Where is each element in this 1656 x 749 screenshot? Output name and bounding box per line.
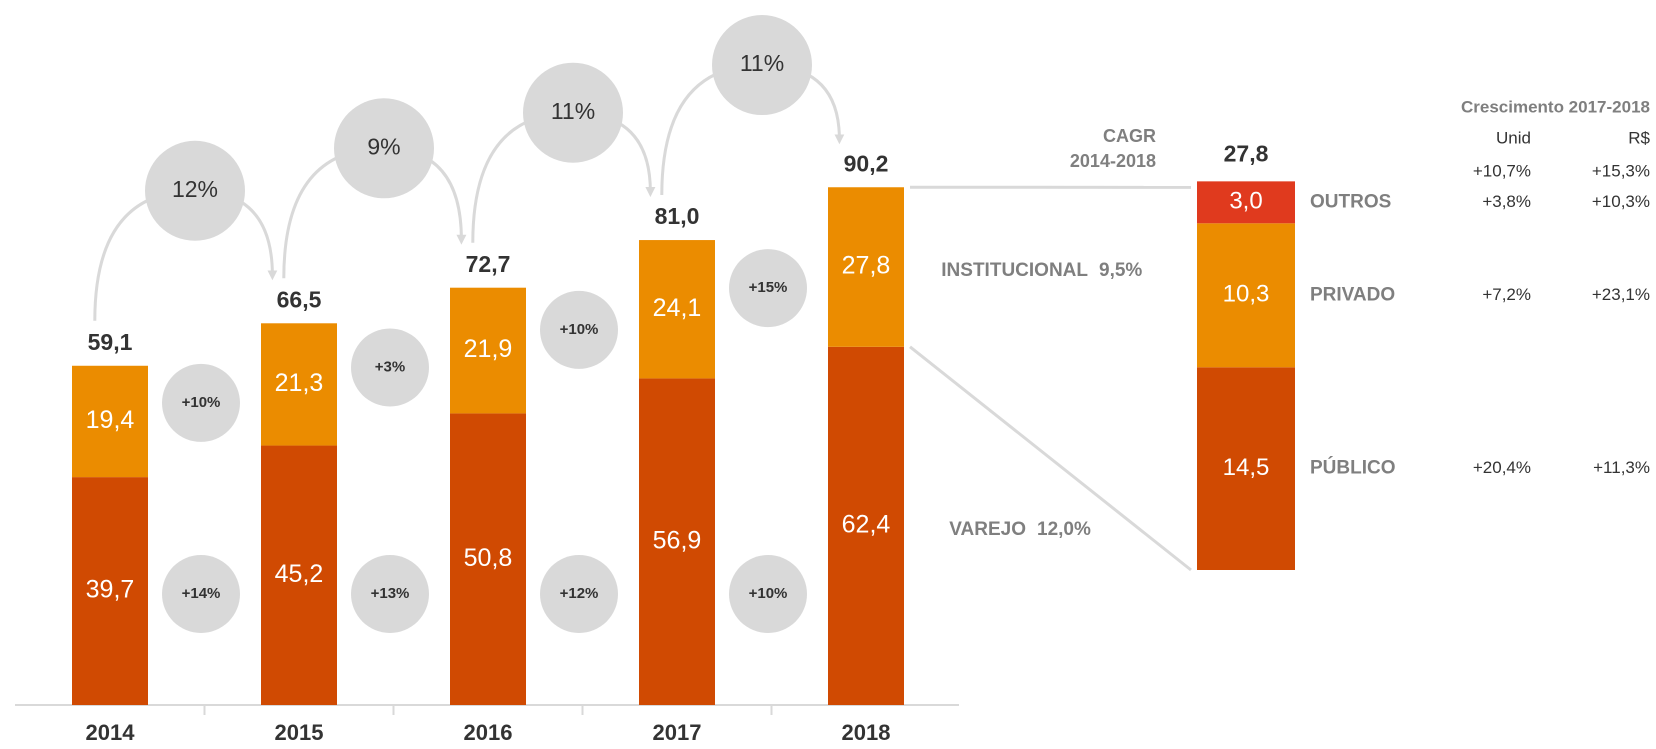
bar-segment (828, 346, 904, 705)
bar-segment (450, 287, 526, 414)
total-label: 27,8 (1224, 140, 1269, 166)
segment-growth-label: +12% (560, 585, 599, 602)
growth-cell: +3,8% (1482, 192, 1531, 211)
growth-bubble (523, 62, 623, 163)
value-label: 39,7 (86, 576, 135, 604)
growth-cell: +23,1% (1592, 285, 1650, 304)
growth-cell: +10,7% (1473, 161, 1531, 180)
segment-growth-bubble (540, 290, 618, 369)
bar-segment (828, 187, 904, 347)
connector (909, 345, 1192, 572)
series-name: INSTITUCIONAL (941, 260, 1088, 281)
bar-segment (72, 477, 148, 705)
segment-growth-label: +14% (182, 585, 221, 602)
segment-name: PÚBLICO (1310, 457, 1396, 479)
total-label: 66,5 (277, 286, 322, 312)
x-tick-label: 2018 (842, 720, 891, 745)
value-label: 50,8 (464, 544, 513, 572)
growth-label: 11% (740, 50, 784, 76)
value-label: 56,9 (653, 526, 702, 554)
segment-growth-label: +15% (749, 279, 788, 296)
segment-growth-label: +10% (182, 394, 221, 411)
segment-name: PRIVADO (1310, 284, 1395, 305)
x-tick-label: 2016 (464, 720, 513, 745)
growth-cell: +11,3% (1593, 458, 1650, 477)
cagr-value: 9,5% (1099, 260, 1142, 281)
series-name: VAREJO (949, 519, 1026, 540)
bar-segment (1197, 223, 1295, 368)
segment-growth-label: +3% (375, 358, 405, 375)
segment-growth-label: +10% (749, 585, 788, 602)
value-label: 10,3 (1223, 281, 1270, 308)
table-column: Unid (1496, 128, 1531, 147)
value-label: 19,4 (86, 406, 135, 434)
value-label: 27,8 (842, 252, 891, 280)
segment-growth-bubble (351, 328, 429, 407)
cagr-title: CAGR (1103, 126, 1156, 146)
bar-segment (261, 445, 337, 705)
table-title: Crescimento 2017-2018 (1461, 97, 1650, 116)
value-label: 45,2 (275, 560, 324, 588)
cagr-title: 2014-2018 (1070, 151, 1156, 171)
growth-label: 11% (551, 98, 595, 124)
segment-growth-bubble (162, 363, 240, 442)
segment-growth-bubble (162, 555, 240, 633)
x-tick-label: 2017 (653, 720, 702, 745)
growth-cell: +15,3% (1592, 161, 1650, 180)
total-label: 90,2 (844, 150, 889, 176)
value-label: 62,4 (842, 511, 891, 539)
segment-name: OUTROS (1310, 191, 1391, 212)
growth-bubble (712, 15, 812, 116)
segment-growth-label: +10% (560, 321, 599, 338)
cagr-value: 12,0% (1037, 519, 1091, 540)
table-column: R$ (1628, 128, 1650, 147)
bar-segment (1197, 181, 1295, 224)
value-label: 14,5 (1223, 454, 1270, 481)
growth-label: 9% (367, 133, 400, 159)
growth-cell: +20,4% (1473, 458, 1531, 477)
bar-segment (1197, 367, 1295, 570)
total-label: 72,7 (466, 251, 511, 277)
total-label: 59,1 (88, 329, 133, 355)
total-label: 81,0 (655, 203, 700, 229)
growth-bubble (334, 98, 434, 199)
value-label: 3,0 (1229, 188, 1262, 215)
segment-growth-bubble (729, 555, 807, 633)
growth-bubble (145, 140, 245, 241)
value-label: 21,3 (275, 369, 324, 397)
value-label: 21,9 (464, 335, 513, 363)
segment-growth-bubble (351, 555, 429, 633)
x-tick-label: 2014 (86, 720, 136, 745)
growth-label: 12% (172, 176, 218, 202)
value-label: 24,1 (653, 294, 702, 322)
growth-cell: +7,2% (1482, 285, 1531, 304)
growth-cell: +10,3% (1592, 192, 1650, 211)
bar-segment (261, 323, 337, 446)
segment-growth-bubble (540, 555, 618, 633)
x-tick-label: 2015 (275, 720, 324, 745)
segment-growth-bubble (729, 249, 807, 328)
bar-segment (639, 240, 715, 379)
bar-segment (450, 413, 526, 705)
bar-segment (72, 365, 148, 478)
segment-growth-label: +13% (371, 585, 410, 602)
bar-segment (639, 378, 715, 705)
